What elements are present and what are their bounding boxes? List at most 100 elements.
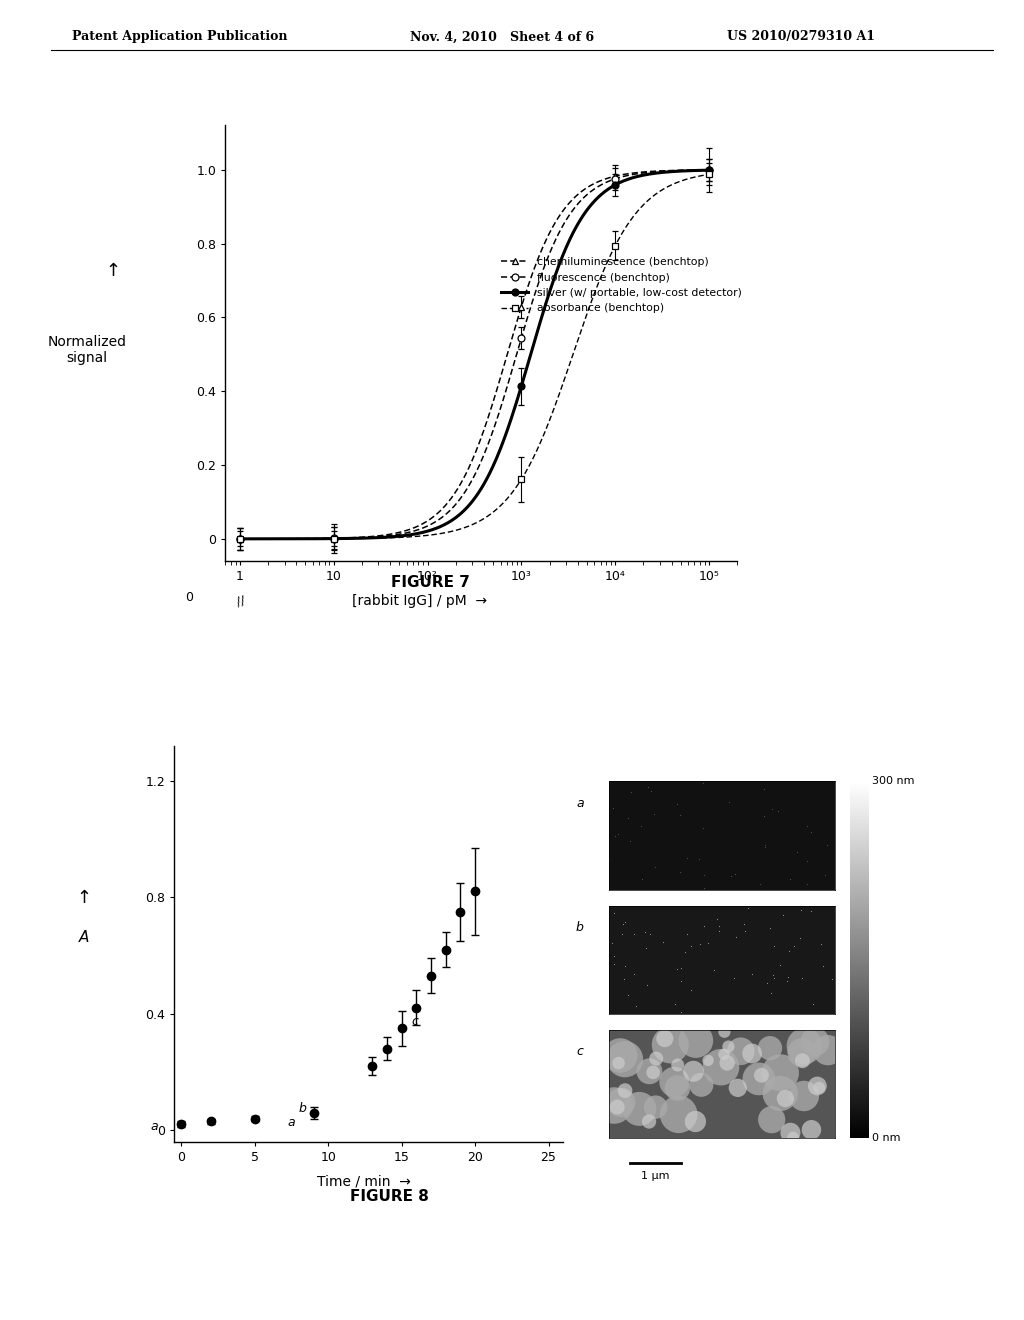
Point bbox=[695, 772, 712, 793]
Point bbox=[716, 1044, 732, 1065]
Text: FIGURE 8: FIGURE 8 bbox=[349, 1189, 429, 1204]
Point bbox=[693, 1074, 710, 1096]
Point bbox=[639, 974, 655, 995]
Text: Time / min  →: Time / min → bbox=[316, 1175, 411, 1188]
Point bbox=[606, 953, 623, 974]
Point bbox=[819, 834, 836, 855]
Text: b: b bbox=[299, 1102, 306, 1115]
Point bbox=[667, 1072, 683, 1093]
Point bbox=[807, 1031, 823, 1052]
Point bbox=[785, 936, 802, 957]
Point bbox=[637, 921, 653, 942]
Point bbox=[687, 1111, 703, 1133]
Point bbox=[754, 1065, 770, 1086]
Point bbox=[793, 928, 809, 949]
Point bbox=[757, 836, 773, 857]
Point bbox=[779, 970, 796, 991]
Point bbox=[647, 1097, 664, 1118]
Point bbox=[691, 933, 708, 954]
Point bbox=[639, 777, 655, 799]
Point bbox=[764, 965, 780, 986]
Point bbox=[813, 933, 829, 954]
Point bbox=[744, 1043, 761, 1064]
Point bbox=[797, 1035, 813, 1056]
Point bbox=[723, 865, 739, 886]
Point bbox=[638, 937, 654, 958]
Point bbox=[677, 941, 693, 962]
Text: [rabbit IgG] / pM  →: [rabbit IgG] / pM → bbox=[352, 594, 487, 607]
Point bbox=[796, 1085, 812, 1106]
Point bbox=[753, 874, 769, 895]
Point bbox=[743, 964, 760, 985]
Point bbox=[762, 1038, 778, 1059]
Point bbox=[670, 793, 686, 814]
Point bbox=[631, 1098, 647, 1119]
Text: FIGURE 7: FIGURE 7 bbox=[390, 576, 470, 590]
Point bbox=[795, 968, 811, 989]
Point bbox=[772, 1082, 788, 1104]
Point bbox=[670, 1055, 686, 1076]
Point bbox=[688, 1030, 705, 1051]
Point bbox=[756, 779, 772, 800]
Point bbox=[690, 847, 707, 869]
Point bbox=[736, 913, 753, 935]
Point bbox=[615, 969, 632, 990]
Point bbox=[633, 816, 649, 837]
Point bbox=[610, 824, 627, 845]
Point bbox=[757, 834, 773, 855]
Point bbox=[790, 841, 806, 862]
Point bbox=[772, 1063, 788, 1084]
Point bbox=[699, 932, 716, 953]
Text: a: a bbox=[577, 796, 584, 809]
Text: c: c bbox=[412, 1015, 419, 1028]
Point bbox=[785, 1127, 802, 1148]
Text: c: c bbox=[577, 1044, 584, 1057]
Point bbox=[721, 792, 737, 813]
Point bbox=[756, 805, 772, 826]
Point bbox=[613, 924, 630, 945]
Point bbox=[803, 900, 819, 921]
Point bbox=[740, 898, 757, 919]
Point bbox=[775, 904, 792, 925]
Point bbox=[751, 1068, 767, 1089]
Point bbox=[609, 1097, 626, 1118]
Point bbox=[793, 899, 809, 920]
Point bbox=[782, 1122, 799, 1143]
Point bbox=[817, 865, 834, 886]
Point bbox=[799, 850, 815, 871]
Point bbox=[695, 916, 712, 937]
Text: ↑: ↑ bbox=[77, 888, 91, 907]
Point bbox=[736, 920, 753, 941]
Point bbox=[645, 1061, 662, 1082]
Point bbox=[634, 869, 650, 890]
Point bbox=[803, 821, 819, 842]
Point bbox=[777, 1088, 794, 1109]
Point bbox=[695, 876, 712, 898]
Point bbox=[823, 969, 840, 990]
Point bbox=[616, 912, 633, 933]
Point bbox=[685, 1061, 701, 1082]
Point bbox=[770, 800, 786, 821]
Point bbox=[663, 1035, 679, 1056]
Point bbox=[726, 968, 742, 989]
Point bbox=[655, 932, 672, 953]
Point bbox=[766, 968, 782, 989]
Text: //: // bbox=[234, 594, 247, 609]
Point bbox=[605, 797, 622, 818]
Point bbox=[799, 816, 815, 837]
Point bbox=[648, 1048, 665, 1069]
Point bbox=[673, 958, 689, 979]
Point bbox=[647, 857, 664, 878]
Point bbox=[766, 936, 782, 957]
Text: 300 nm: 300 nm bbox=[872, 776, 915, 787]
Point bbox=[764, 1109, 780, 1130]
Text: A: A bbox=[79, 929, 89, 945]
Legend: chemiluminescence (benchtop), fluorescence (benchtop), silver (w/ portable, low-: chemiluminescence (benchtop), fluorescen… bbox=[497, 253, 746, 318]
Point bbox=[656, 1028, 673, 1049]
Point bbox=[762, 917, 778, 939]
Point bbox=[601, 849, 617, 870]
Point bbox=[669, 958, 685, 979]
Point bbox=[616, 956, 633, 977]
Point bbox=[641, 1061, 657, 1082]
Point bbox=[646, 804, 663, 825]
